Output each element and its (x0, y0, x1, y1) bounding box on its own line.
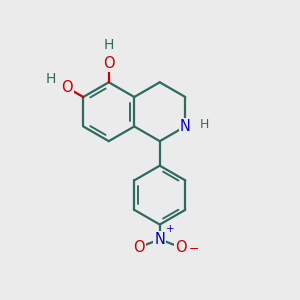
Text: +: + (166, 224, 175, 234)
Text: H: H (46, 72, 56, 86)
Text: N: N (180, 119, 191, 134)
Text: H: H (200, 118, 209, 131)
Text: N: N (154, 232, 165, 247)
Text: O: O (175, 240, 187, 255)
Text: O: O (133, 240, 144, 255)
Text: O: O (61, 80, 73, 95)
Text: −: − (189, 242, 200, 256)
Text: H: H (103, 38, 114, 52)
Text: O: O (103, 56, 115, 70)
